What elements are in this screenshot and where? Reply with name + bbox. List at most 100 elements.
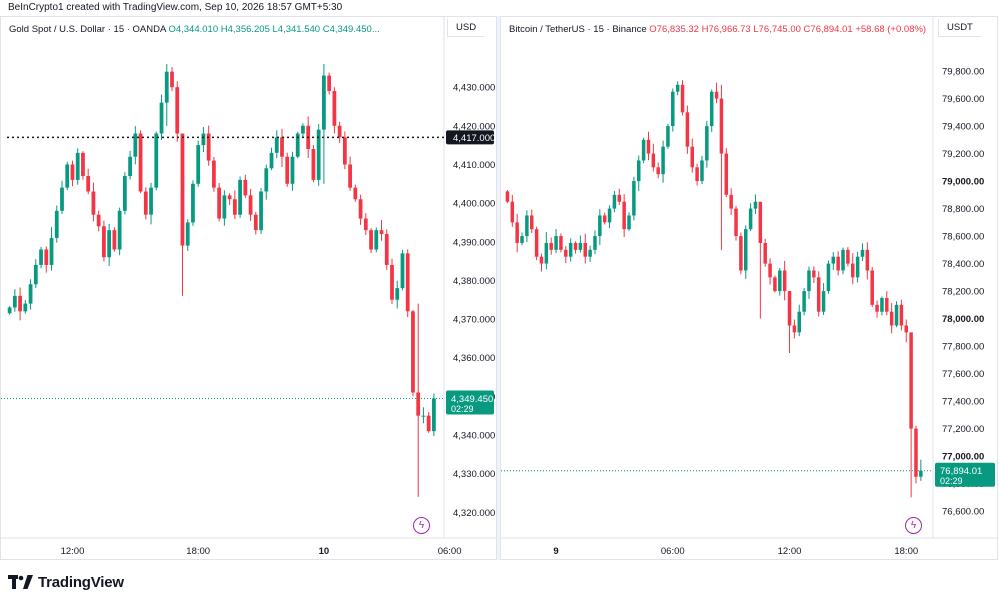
btc-candle-body[interactable] <box>870 270 874 305</box>
gold-candle-body[interactable] <box>426 415 431 432</box>
btc-candle-body[interactable] <box>894 304 899 326</box>
btc-candle-body[interactable] <box>826 263 831 292</box>
btc-candle-body[interactable] <box>549 242 553 250</box>
btc-candle-body[interactable] <box>855 256 860 278</box>
gold-candle-body[interactable] <box>342 137 347 165</box>
btc-candle-body[interactable] <box>607 208 612 223</box>
gold-candle-body[interactable] <box>159 102 164 134</box>
btc-candle-body[interactable] <box>612 194 617 209</box>
gold-candle-body[interactable] <box>390 264 394 300</box>
gold-candle-body[interactable] <box>259 191 263 231</box>
gold-candle-body[interactable] <box>7 307 12 314</box>
gold-candle-body[interactable] <box>285 156 290 184</box>
btc-candle-body[interactable] <box>520 236 524 243</box>
gold-candle-body[interactable] <box>39 249 43 265</box>
btc-candle-body[interactable] <box>675 84 680 92</box>
gold-candle-body[interactable] <box>81 152 85 177</box>
btc-candle-body[interactable] <box>529 215 534 230</box>
gold-candle-body[interactable] <box>411 311 415 393</box>
btc-candle-body[interactable] <box>807 270 811 292</box>
gold-candle-body[interactable] <box>60 187 64 211</box>
btc-candle-body[interactable] <box>743 229 748 271</box>
gold-candle-body[interactable] <box>264 168 269 192</box>
gold-candle-body[interactable] <box>269 152 274 169</box>
btc-candle-body[interactable] <box>651 153 656 168</box>
btc-candle-body[interactable] <box>632 181 636 216</box>
btc-candle-body[interactable] <box>831 256 836 264</box>
btc-candle-body[interactable] <box>899 304 904 326</box>
btc-candle-body[interactable] <box>909 332 913 429</box>
gold-candle-body[interactable] <box>369 230 373 250</box>
gold-candle-body[interactable] <box>253 214 258 231</box>
gold-candle-body[interactable] <box>206 133 211 161</box>
gold-candle-body[interactable] <box>248 195 253 215</box>
gold-candle-body[interactable] <box>421 415 426 417</box>
btc-candle-body[interactable] <box>885 297 889 312</box>
btc-chart-svg[interactable]: 76,600.0076,800.0077,000.0077,200.0077,4… <box>501 17 999 561</box>
btc-candle-body[interactable] <box>714 91 719 99</box>
gold-candle-body[interactable] <box>332 91 337 126</box>
btc-candle-body[interactable] <box>880 297 884 312</box>
gold-candle-body[interactable] <box>311 148 316 180</box>
gold-candle-body[interactable] <box>201 133 206 146</box>
btc-candle-body[interactable] <box>724 153 729 195</box>
btc-candle-body[interactable] <box>636 160 641 182</box>
gold-candle-body[interactable] <box>416 392 421 416</box>
gold-candle-body[interactable] <box>384 234 389 265</box>
btc-candle-body[interactable] <box>889 311 894 326</box>
btc-candle-body[interactable] <box>602 215 607 223</box>
btc-candle-body[interactable] <box>846 249 850 264</box>
btc-candle-body[interactable] <box>914 428 918 477</box>
btc-candle-body[interactable] <box>850 263 855 278</box>
btc-candle-body[interactable] <box>753 201 758 209</box>
gold-candle-body[interactable] <box>395 288 400 300</box>
gold-candle-body[interactable] <box>400 253 405 289</box>
gold-candle-body[interactable] <box>432 398 436 432</box>
btc-candle-body[interactable] <box>729 194 733 209</box>
gold-candle-body[interactable] <box>212 160 216 188</box>
gold-currency[interactable]: USD <box>447 19 485 37</box>
gold-candle-body[interactable] <box>12 295 17 308</box>
gold-candle-body[interactable] <box>379 230 384 235</box>
btc-candle-body[interactable] <box>505 191 510 202</box>
gold-candle-body[interactable] <box>128 156 132 177</box>
gold-candle-body[interactable] <box>185 222 190 246</box>
gold-candle-body[interactable] <box>107 230 112 258</box>
btc-lightning-icon[interactable]: ϟ <box>905 517 922 534</box>
btc-candle-body[interactable] <box>588 249 592 257</box>
btc-candle-body[interactable] <box>748 208 753 230</box>
btc-candle-body[interactable] <box>656 167 660 175</box>
btc-candle-body[interactable] <box>593 236 597 250</box>
gold-chart-panel[interactable]: Gold Spot / U.S. Dollar · 15 · OANDA O4,… <box>0 16 498 560</box>
btc-candle-body[interactable] <box>812 270 816 278</box>
gold-candle-body[interactable] <box>75 152 80 180</box>
btc-currency[interactable]: USDT <box>938 19 981 37</box>
btc-candle-body[interactable] <box>627 215 631 230</box>
btc-candle-body[interactable] <box>564 249 568 257</box>
btc-candle-body[interactable] <box>836 256 840 271</box>
gold-candle-body[interactable] <box>164 71 169 103</box>
btc-candle-body[interactable] <box>690 146 695 168</box>
btc-candle-body[interactable] <box>709 91 714 127</box>
gold-candle-body[interactable] <box>33 264 38 285</box>
btc-candle-body[interactable] <box>617 194 622 202</box>
btc-candle-body[interactable] <box>641 139 646 161</box>
btc-candle-body[interactable] <box>646 139 651 154</box>
gold-candle-body[interactable] <box>358 199 363 219</box>
btc-candle-body[interactable] <box>534 229 539 257</box>
btc-candle-body[interactable] <box>661 146 665 175</box>
btc-candle-body[interactable] <box>685 112 690 147</box>
btc-candle-body[interactable] <box>782 270 787 292</box>
gold-candle-body[interactable] <box>274 137 279 153</box>
btc-candle-body[interactable] <box>671 91 675 127</box>
gold-candle-body[interactable] <box>327 75 332 92</box>
gold-candle-body[interactable] <box>70 164 75 180</box>
gold-candle-body[interactable] <box>112 230 117 250</box>
btc-candle-body[interactable] <box>778 270 782 292</box>
tradingview-footer[interactable]: TradingView <box>8 570 124 594</box>
btc-candle-body[interactable] <box>734 208 738 237</box>
gold-candle-body[interactable] <box>170 71 174 88</box>
btc-candle-body[interactable] <box>705 126 709 161</box>
btc-candle-body[interactable] <box>758 201 763 243</box>
btc-candle-body[interactable] <box>525 215 529 237</box>
